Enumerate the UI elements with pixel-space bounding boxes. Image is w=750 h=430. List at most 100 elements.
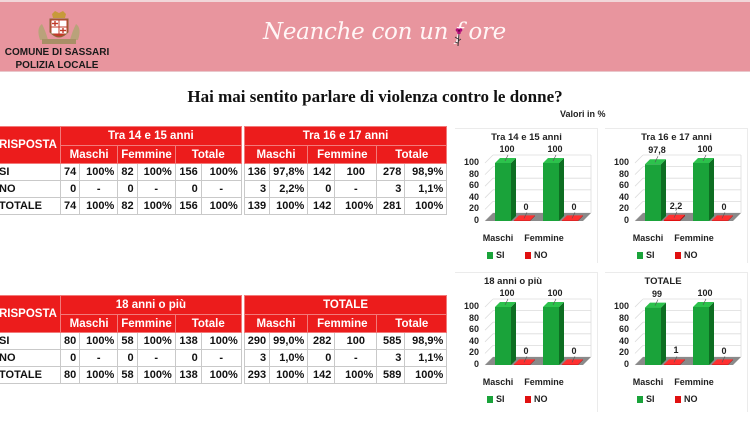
cell: - — [200, 349, 242, 367]
cell: 156 — [174, 197, 202, 215]
y-tick-label: 100 — [463, 301, 479, 311]
chart-title: TOTALE — [644, 276, 682, 287]
y-tick-label: 100 — [463, 157, 479, 167]
data-label: 0 — [571, 346, 577, 356]
y-tick-label: 40 — [468, 191, 479, 202]
cell: - — [79, 180, 119, 198]
cell: - — [136, 349, 176, 367]
legend-label: NO — [684, 250, 698, 260]
legend-label: SI — [646, 394, 655, 404]
table-row: TOTALE 74 100% 82 100% 156 100% 139 100%… — [0, 197, 448, 215]
data-label: 1 — [673, 345, 679, 356]
table-age-18-plus-and-total: RISPOSTA 18 anni o più TOTALE Maschi Fem… — [0, 295, 448, 384]
table-row: NO 0 - 0 - 0 - 3 1,0% 0 - 3 1,1% — [0, 349, 448, 367]
cell: 3 — [243, 180, 271, 198]
legend-item-no: NO — [675, 250, 698, 260]
cell: 100% — [136, 366, 176, 384]
group-header: Tra 14 e 15 anni — [60, 126, 242, 146]
cell: 100% — [79, 163, 119, 181]
col-header-maschi: Maschi — [243, 145, 309, 164]
cell: 100% — [269, 366, 309, 384]
cell: 100% — [136, 163, 176, 181]
row-label: SI — [0, 163, 61, 181]
x-category-label: Femmine — [674, 233, 714, 243]
legend-item-no: NO — [675, 394, 698, 404]
row-label: NO — [0, 180, 61, 198]
group-header: 18 anni o più — [60, 295, 242, 315]
data-label: 97,8 — [648, 145, 666, 156]
cell: 98,9% — [404, 332, 448, 350]
data-label: 0 — [571, 202, 577, 212]
cell: 82 — [117, 163, 138, 181]
cell: 1,0% — [269, 349, 309, 367]
x-category-label: Maschi — [482, 233, 514, 243]
cell: 100% — [334, 197, 378, 215]
y-tick-label: 0 — [473, 215, 479, 225]
legend-label: NO — [684, 394, 698, 404]
col-header-totale: Totale — [376, 145, 448, 164]
y-tick-label: 40 — [618, 335, 629, 346]
cell: 3 — [376, 180, 406, 198]
cell: 99,0% — [269, 332, 309, 350]
cell: - — [200, 180, 242, 198]
top-border — [0, 0, 750, 2]
chart-plot — [634, 298, 742, 366]
cell: 1,1% — [404, 180, 448, 198]
data-label: 100 — [697, 288, 713, 298]
legend-item-no: NO — [525, 250, 548, 260]
data-label: 2,2 — [669, 200, 683, 211]
row-label: NO — [0, 349, 61, 367]
cell: 100% — [200, 366, 242, 384]
cell: 142 — [307, 163, 336, 181]
col-header-maschi: Maschi — [59, 145, 119, 164]
data-label: 100 — [547, 288, 563, 298]
bar-chart: Tra 16 e 17 anni 100 80 60 40 20 0 97,8 100 2,2 0 M… — [605, 128, 748, 263]
legend-item-si: SI — [637, 394, 655, 404]
legend-swatch-icon — [525, 251, 531, 259]
data-label: 100 — [547, 144, 563, 154]
col-header-maschi: Maschi — [59, 314, 119, 333]
legend-label: SI — [646, 250, 655, 260]
flower-icon — [454, 28, 463, 47]
bar-chart: 18 anni o più 100 80 60 40 20 0 100 100 0 0 Maschi F… — [455, 272, 598, 412]
y-tick-label: 40 — [618, 191, 629, 202]
cell: 100% — [200, 197, 242, 215]
cell: 82 — [117, 197, 138, 215]
legend-swatch-icon — [675, 251, 681, 259]
cell: 97,8% — [269, 163, 309, 181]
cell: 0 — [117, 180, 138, 198]
y-tick-label: 20 — [468, 347, 479, 358]
y-tick-label: 60 — [618, 324, 629, 335]
cell: 2,2% — [269, 180, 309, 198]
data-label: 0 — [523, 346, 529, 356]
cell: 138 — [174, 332, 202, 350]
data-label: 100 — [499, 288, 515, 298]
row-header: RISPOSTA — [0, 295, 61, 333]
cell: - — [334, 180, 378, 198]
col-header-totale: Totale — [174, 145, 242, 164]
chart-title: Tra 16 e 17 anni — [641, 132, 712, 143]
col-header-femmine: Femmine — [307, 145, 378, 164]
cell: 100% — [269, 197, 309, 215]
cell: 74 — [59, 163, 81, 181]
legend-label: NO — [534, 394, 548, 404]
slogan-text-start: Neanche con un f — [263, 19, 464, 45]
cell: 100 — [334, 163, 378, 181]
legend-item-si: SI — [487, 250, 505, 260]
header-banner: COMUNE DI SASSARI POLIZIA LOCALE Neanche… — [0, 2, 750, 72]
cell: 100% — [79, 366, 119, 384]
data-label: 99 — [651, 288, 662, 299]
cell: 156 — [174, 163, 202, 181]
group-header: Tra 16 e 17 anni — [243, 126, 448, 146]
data-label: 0 — [721, 346, 727, 356]
legend-swatch-icon — [487, 251, 493, 259]
cell: 138 — [174, 366, 202, 384]
cell: 0 — [307, 180, 336, 198]
y-tick-label: 20 — [468, 203, 479, 214]
coat-of-arms-icon — [38, 11, 80, 44]
cell: 0 — [174, 349, 202, 367]
cell: 136 — [243, 163, 271, 181]
cell: 142 — [307, 197, 336, 215]
legend-item-si: SI — [487, 394, 505, 404]
x-category-label: Femmine — [674, 377, 714, 387]
